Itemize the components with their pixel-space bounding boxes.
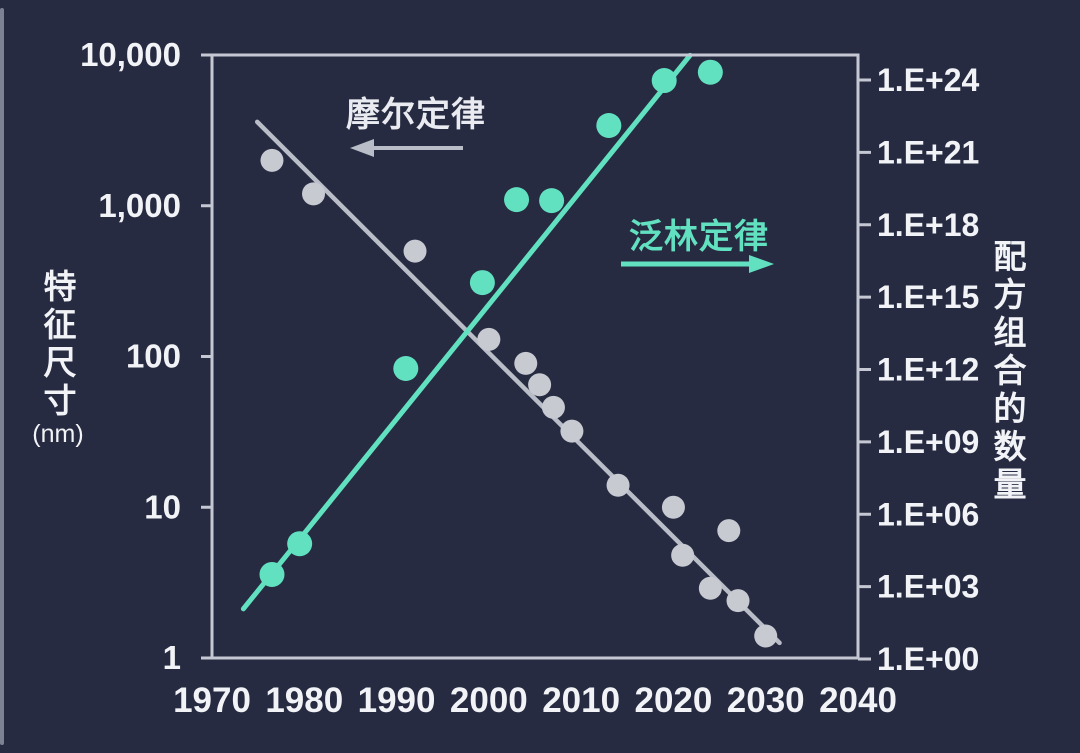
lam-data-point [393,356,419,382]
moore-data-point [606,473,630,497]
moore-data-point [528,373,552,397]
lam-data-point [259,561,285,587]
lam-data-point [287,531,313,557]
moore-data-point [302,182,326,206]
right-axis-tick-label: 1.E+24 [877,62,980,98]
moore-data-point [541,395,565,419]
lam-data-point [697,59,723,85]
moore-data-point [726,589,750,613]
lam-arrow-head-icon [749,255,774,273]
x-axis-tick-label: 2020 [634,681,712,720]
left-axis-unit: (nm) [32,420,84,448]
moore-arrow-head-icon [350,139,374,157]
plot-border [210,53,860,660]
right-axis-tick-label: 1.E+21 [877,134,979,170]
moore-law-label: 摩尔定律 [346,96,486,134]
x-axis-tick-label: 1970 [173,681,251,720]
left-edge-artifact [0,8,4,745]
moore-data-point [514,351,538,375]
lam-data-point [504,187,530,213]
lam-trend-line [240,52,693,612]
left-axis-tick-label: 10 [144,488,181,525]
lam-data-point [596,113,622,139]
left-axis-tick-label: 100 [126,338,181,375]
moore-data-point [560,419,584,443]
lam-data-point [651,68,677,94]
moore-data-point [403,239,427,263]
right-axis-title: 配方组合的数量 [989,239,1026,505]
lam-data-point [539,188,565,214]
moore-data-point [260,148,284,172]
moore-data-point [717,519,741,543]
moore-data-point [754,624,778,648]
x-axis-tick-label: 2040 [819,681,897,720]
left-axis-tick-label: 1 [163,639,181,676]
lam-data-point [469,270,495,296]
lam-law-label: 泛林定律 [629,218,769,256]
left-axis-title: 特征尺寸 [39,269,76,421]
left-axis-tick-label: 1,000 [98,187,181,224]
right-axis-tick-label: 1.E+06 [877,496,979,532]
moore-data-point [671,543,695,567]
x-axis-tick-label: 1990 [358,681,436,720]
right-axis-tick-label: 1.E+12 [877,352,979,388]
x-axis-tick-label: 2030 [727,681,805,720]
right-axis-tick-label: 1.E+15 [877,279,979,315]
x-axis-tick-label: 2010 [542,681,620,720]
moore-data-point [661,495,685,519]
right-axis-tick-label: 1.E+03 [877,569,979,605]
x-axis-tick-label: 2000 [450,681,528,720]
left-axis-tick-label: 10,000 [80,36,181,73]
x-axis-tick-label: 1980 [265,681,343,720]
moore-data-point [698,576,722,600]
moore-data-point [477,327,501,351]
right-axis-tick-label: 1.E+09 [877,424,979,460]
right-axis-tick-label: 1.E+18 [877,207,979,243]
right-axis-tick-label: 1.E+00 [877,641,979,677]
